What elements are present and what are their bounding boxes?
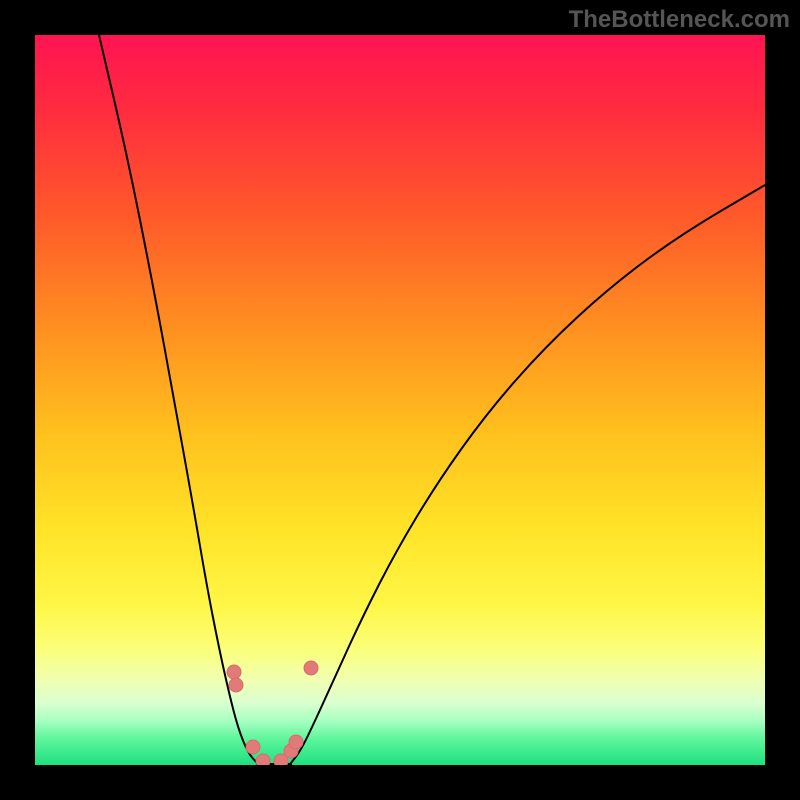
watermark-text: TheBottleneck.com — [569, 6, 790, 34]
chart-stage: TheBottleneck.com — [0, 0, 800, 800]
data-marker — [289, 735, 303, 749]
data-marker — [246, 740, 260, 754]
data-marker — [304, 661, 318, 675]
data-marker — [227, 665, 241, 679]
data-marker — [229, 678, 243, 692]
chart-svg — [0, 0, 800, 800]
plot-area — [35, 35, 765, 765]
